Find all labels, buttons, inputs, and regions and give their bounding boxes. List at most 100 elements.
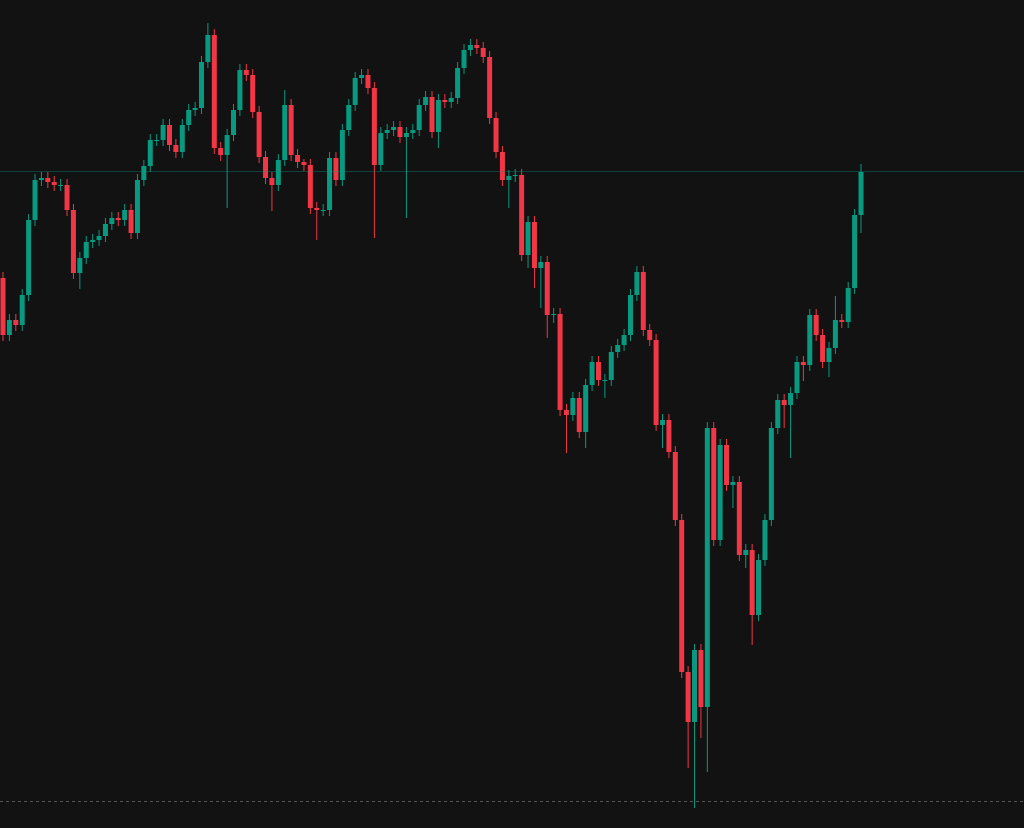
candle-body bbox=[250, 75, 256, 112]
candle-body bbox=[685, 672, 691, 722]
candle-body bbox=[26, 220, 32, 295]
candle-body bbox=[192, 108, 198, 110]
candle-body bbox=[38, 178, 44, 180]
candle-body bbox=[717, 445, 723, 540]
candle-body bbox=[666, 420, 672, 452]
candle-body bbox=[589, 362, 595, 385]
candle-body bbox=[576, 398, 582, 432]
candle-body bbox=[506, 176, 512, 180]
candle-body bbox=[448, 98, 454, 102]
candle-body bbox=[525, 222, 531, 255]
candle-body bbox=[378, 133, 384, 165]
candle-body bbox=[391, 127, 397, 130]
candle-body bbox=[429, 97, 435, 132]
candle-body bbox=[679, 520, 685, 672]
candle-body bbox=[416, 105, 422, 130]
candle-body bbox=[480, 48, 486, 57]
candle-body bbox=[218, 148, 224, 155]
candle-body bbox=[141, 166, 147, 180]
candle-body bbox=[154, 140, 160, 141]
candle-body bbox=[115, 218, 121, 220]
candle-body bbox=[538, 262, 544, 268]
candle-body bbox=[698, 650, 704, 707]
candle-body bbox=[19, 295, 25, 325]
candle-body bbox=[339, 130, 345, 180]
candle-body bbox=[839, 320, 845, 322]
candle-body bbox=[96, 236, 102, 240]
candle-body bbox=[160, 125, 166, 140]
candle-body bbox=[493, 118, 499, 152]
candle-body bbox=[205, 35, 211, 62]
candle-body bbox=[692, 650, 698, 722]
candle-body bbox=[371, 88, 377, 165]
candle-body bbox=[90, 240, 96, 242]
candle-body bbox=[544, 262, 550, 315]
candle-body bbox=[352, 78, 358, 105]
candle-body bbox=[557, 314, 563, 410]
candle-body bbox=[442, 100, 448, 102]
candle-body bbox=[647, 330, 653, 340]
candle-body bbox=[77, 258, 83, 273]
candle-body bbox=[6, 320, 12, 335]
candle-body bbox=[531, 222, 537, 268]
candle-body bbox=[627, 295, 633, 335]
candle-body bbox=[295, 155, 301, 162]
candle-body bbox=[461, 50, 467, 68]
candle-body bbox=[634, 272, 640, 295]
candle-body bbox=[487, 57, 493, 118]
candle-body bbox=[58, 185, 64, 186]
candle-body bbox=[653, 340, 659, 425]
candle-body bbox=[320, 210, 326, 211]
candle-body bbox=[186, 110, 192, 125]
candle-body bbox=[845, 288, 851, 322]
candle-body bbox=[231, 110, 237, 135]
candle-body bbox=[756, 560, 762, 615]
candle-body bbox=[109, 218, 115, 224]
candle-body bbox=[237, 70, 243, 110]
candle-body bbox=[384, 130, 390, 133]
candle-body bbox=[474, 45, 480, 48]
candle-body bbox=[781, 400, 787, 405]
candle-body bbox=[0, 278, 6, 335]
candle-body bbox=[333, 158, 339, 180]
candle-body bbox=[256, 112, 262, 157]
candle-body bbox=[595, 362, 601, 380]
candle-body bbox=[282, 105, 288, 160]
candle-body bbox=[243, 70, 249, 75]
candle-body bbox=[768, 428, 774, 520]
candle-body bbox=[397, 127, 403, 137]
candle-body bbox=[519, 175, 525, 255]
candle-body bbox=[70, 210, 76, 273]
candle-body bbox=[820, 335, 826, 362]
candle-body bbox=[327, 158, 333, 210]
candle-body bbox=[224, 135, 230, 155]
candle-body bbox=[794, 362, 800, 393]
candle-body bbox=[551, 314, 557, 315]
candle-body bbox=[45, 178, 51, 182]
candle-body bbox=[800, 362, 806, 365]
candle-body bbox=[122, 210, 128, 220]
candle-body bbox=[403, 133, 409, 137]
candle-body bbox=[410, 130, 416, 133]
candle-body bbox=[762, 520, 768, 560]
candle-body bbox=[128, 210, 134, 233]
candle-body bbox=[102, 224, 108, 236]
candle-body bbox=[704, 428, 710, 707]
candle-body bbox=[288, 105, 294, 155]
candle-body bbox=[32, 180, 38, 220]
candle-body bbox=[64, 185, 70, 210]
candle-body bbox=[621, 335, 627, 345]
candle-body bbox=[455, 68, 461, 98]
candle-body bbox=[711, 428, 717, 540]
candle-body bbox=[301, 162, 307, 165]
candle-body bbox=[724, 445, 730, 485]
candle-body bbox=[307, 165, 313, 208]
candle-body bbox=[263, 157, 269, 178]
candle-body bbox=[359, 75, 365, 78]
candle-body bbox=[179, 125, 185, 152]
candles bbox=[0, 23, 864, 808]
candle-body bbox=[743, 550, 749, 555]
candle-body bbox=[608, 352, 614, 380]
candle-body bbox=[615, 345, 621, 352]
